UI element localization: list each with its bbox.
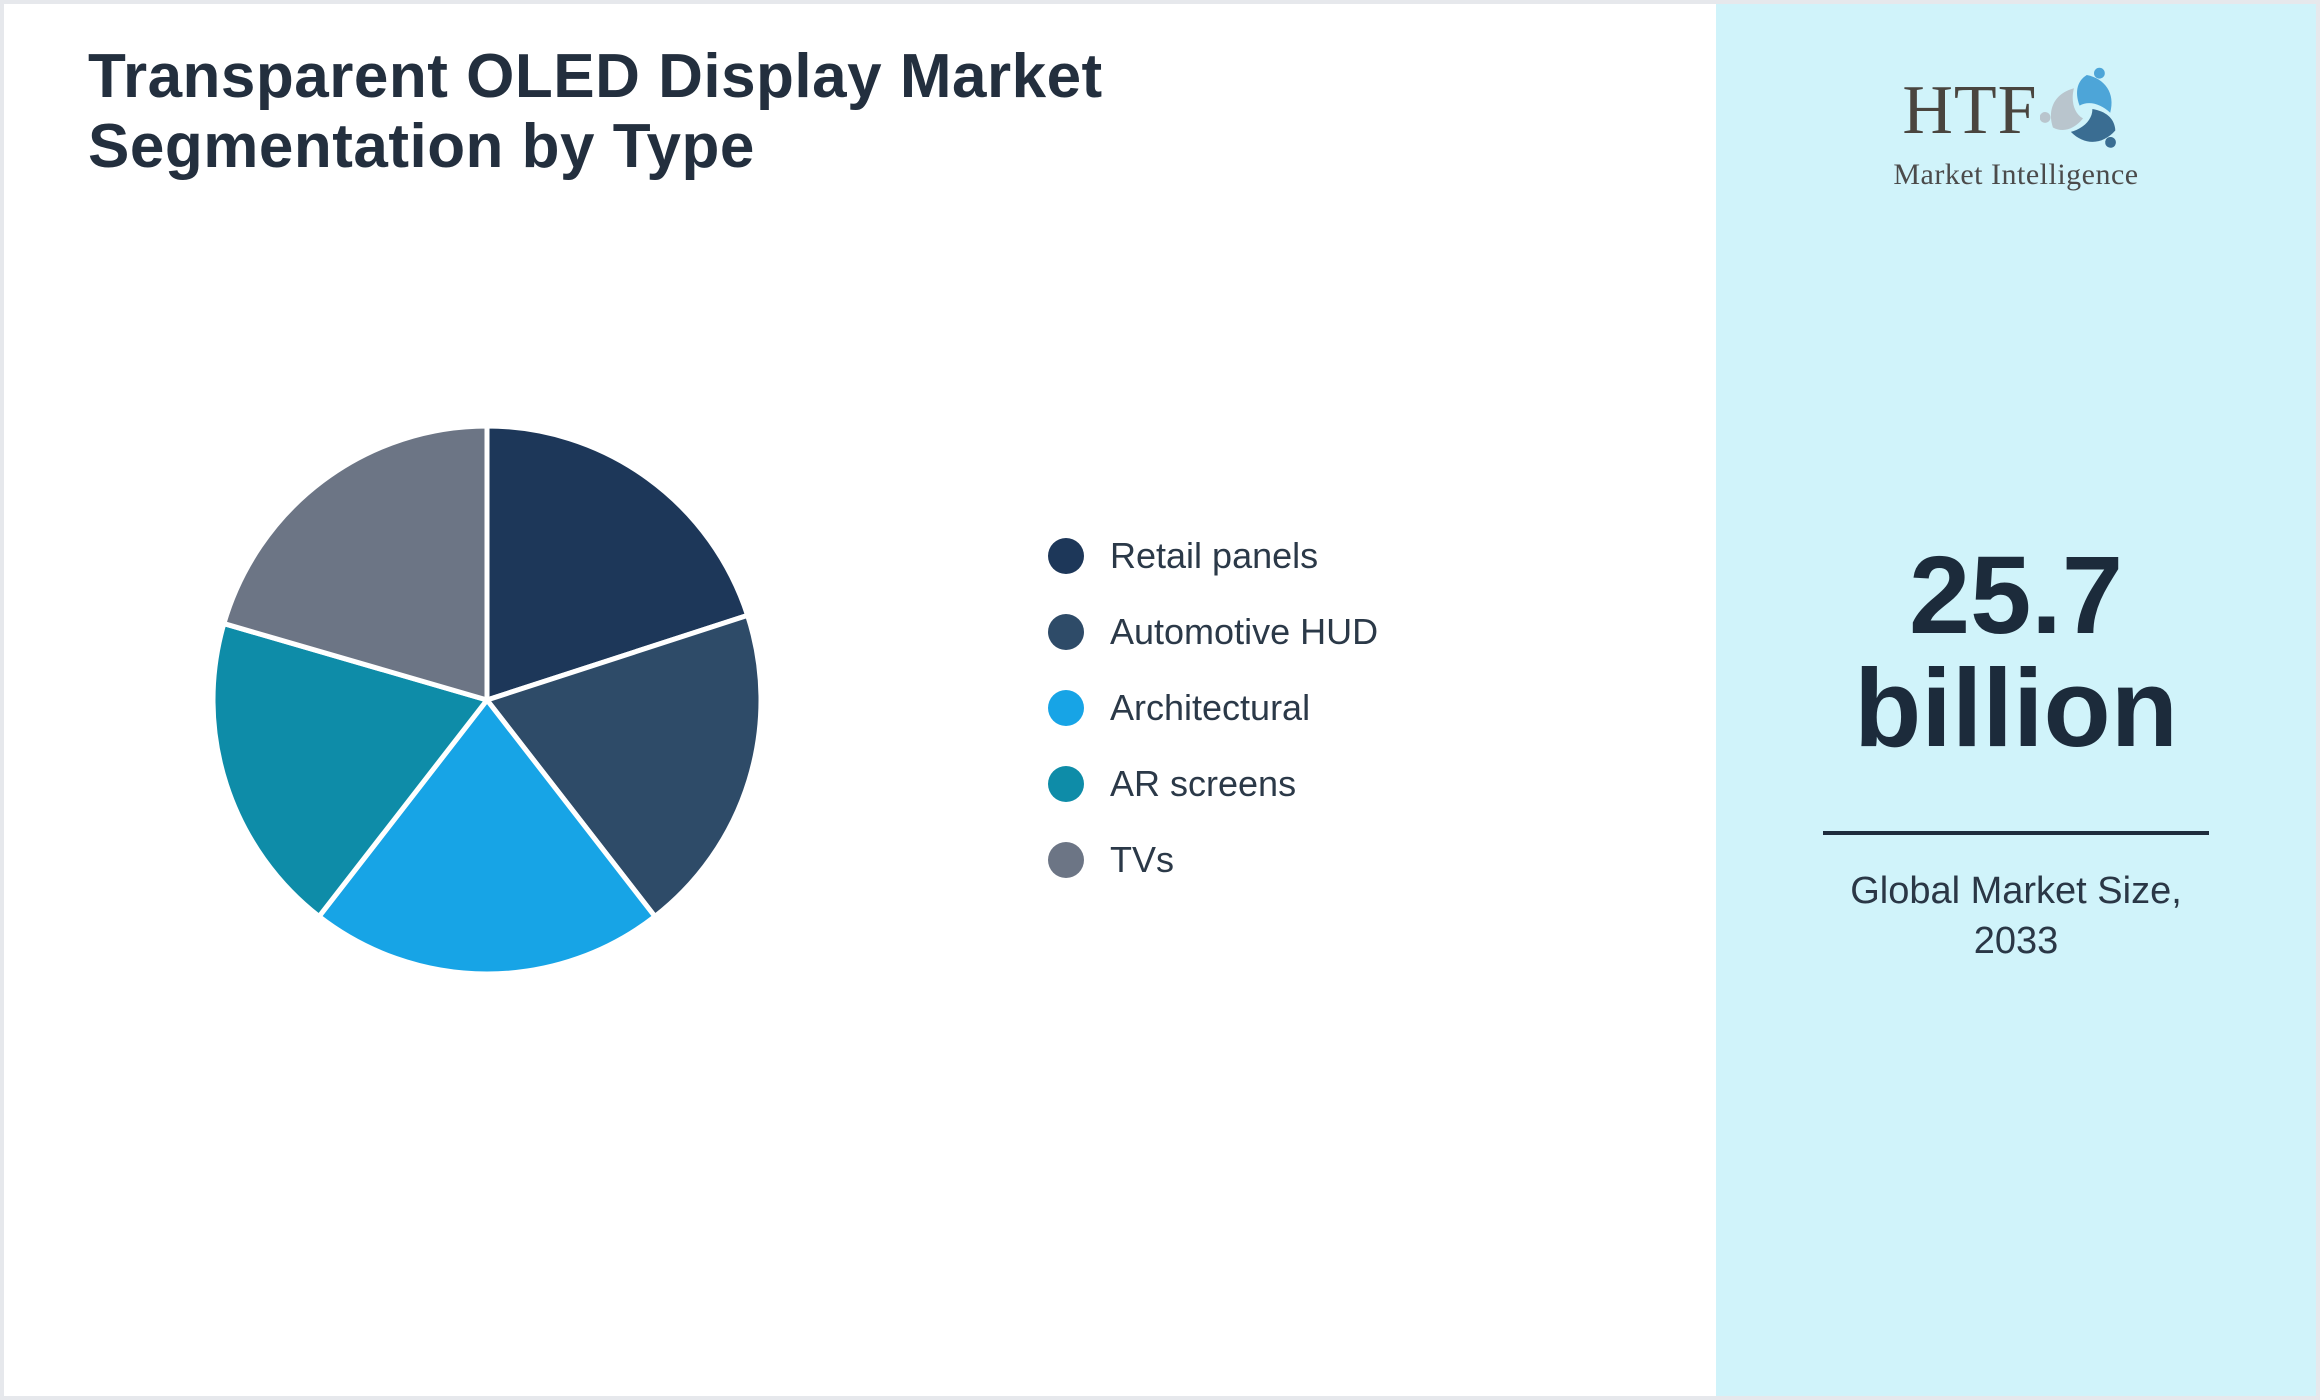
legend-label: Retail panels <box>1110 535 1319 576</box>
dolphin-swirl-icon <box>2039 67 2116 148</box>
legend-label: AR screens <box>1110 763 1297 804</box>
pie-chart <box>207 420 767 980</box>
logo-subtext: Market Intelligence <box>1893 158 2139 191</box>
market-size-value: 25.7 <box>1908 534 2124 657</box>
brand-logo: HTF Market Intelligence <box>1716 66 2316 192</box>
legend-dot <box>1048 690 1084 726</box>
legend-dot <box>1048 538 1084 574</box>
legend-item-ar-screens: AR screens <box>1048 746 1378 822</box>
market-size-figure: 25.7 billion <box>1716 539 2316 766</box>
pie-slice-architectural <box>316 697 658 977</box>
right-panel: HTF Market Intelligence <box>1716 4 2316 1396</box>
market-size-unit: billion <box>1854 647 2178 771</box>
pie-slice-tvs <box>221 423 490 703</box>
legend-dot <box>1048 614 1084 650</box>
pie-slice-ar-screens <box>210 621 490 919</box>
legend-dot <box>1048 766 1084 802</box>
legend-item-automotive-hud: Automotive HUD <box>1048 594 1378 670</box>
page-title-line1: Transparent OLED Display Market <box>88 42 1103 111</box>
pie-slice-retail-panels <box>484 423 751 703</box>
legend-dot <box>1048 842 1084 878</box>
caption-line2: 2033 <box>1973 920 2059 962</box>
legend: Retail panels Automotive HUD Architectural… <box>1048 518 1378 898</box>
legend-label: Architectural <box>1110 687 1311 728</box>
divider-line <box>1823 831 2209 835</box>
legend-item-tvs: TVs <box>1048 822 1378 898</box>
market-size-caption: Global Market Size, 2033 <box>1716 866 2316 966</box>
pie-chart-svg <box>210 423 764 977</box>
legend-label: TVs <box>1110 839 1175 880</box>
page-title-line2: Segmentation by Type <box>88 112 755 181</box>
pie-slice-automotive-hud <box>484 612 764 919</box>
page-title: Transparent OLED Display Market Segmenta… <box>88 42 1488 182</box>
legend-label: Automotive HUD <box>1110 611 1379 652</box>
legend-item-retail-panels: Retail panels <box>1048 518 1378 594</box>
caption-line1: Global Market Size, <box>1850 870 2182 912</box>
legend-item-architectural: Architectural <box>1048 670 1378 746</box>
logo-text: HTF <box>1902 72 2038 149</box>
